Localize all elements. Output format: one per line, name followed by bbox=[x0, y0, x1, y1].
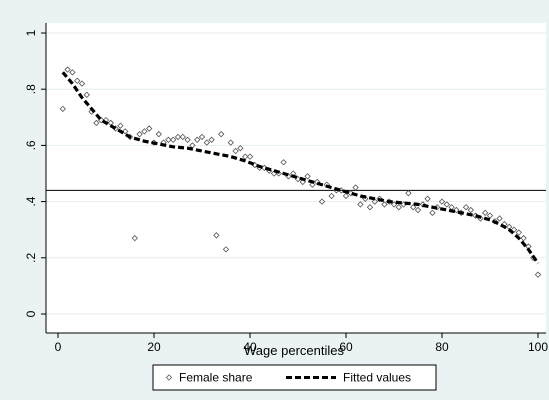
legend-marker-female-share bbox=[165, 374, 173, 381]
x-tick-label-5: 100 bbox=[528, 340, 548, 354]
data-point-30 bbox=[203, 139, 210, 146]
legend: Female share Fitted values bbox=[152, 364, 437, 391]
data-point-52 bbox=[309, 181, 316, 188]
gridlines bbox=[46, 32, 546, 315]
data-point-56 bbox=[328, 192, 335, 200]
data-point-12 bbox=[117, 122, 124, 129]
data-point-15 bbox=[131, 234, 138, 242]
data-point-7 bbox=[93, 119, 100, 127]
y-tick-label-3: .6 bbox=[24, 140, 38, 150]
data-point-29 bbox=[198, 133, 206, 141]
data-point-28 bbox=[194, 136, 201, 143]
data-point-5 bbox=[83, 91, 90, 98]
data-point-2 bbox=[69, 69, 76, 76]
data-point-67 bbox=[381, 201, 388, 208]
data-point-36 bbox=[232, 147, 239, 155]
data-point-88 bbox=[482, 209, 489, 217]
data-point-95 bbox=[515, 229, 522, 236]
data-point-65 bbox=[371, 198, 378, 205]
data-point-96 bbox=[520, 234, 527, 242]
x-tick-label-0: 0 bbox=[55, 340, 62, 354]
data-point-70 bbox=[395, 204, 402, 211]
data-point-73 bbox=[410, 204, 417, 211]
y-tick-label-1: .2 bbox=[24, 252, 38, 262]
y-tick-label-0: 0 bbox=[24, 310, 38, 317]
y-tick-label-2: .4 bbox=[24, 196, 38, 206]
data-point-16 bbox=[136, 130, 143, 138]
data-point-51 bbox=[304, 173, 311, 180]
y-tick-label-4: .8 bbox=[24, 84, 38, 94]
data-point-24 bbox=[174, 133, 182, 141]
data-point-99 bbox=[534, 271, 542, 278]
legend-label-fitted-values: Fitted values bbox=[343, 371, 411, 385]
data-point-72 bbox=[405, 190, 412, 197]
data-point-39 bbox=[246, 153, 254, 160]
data-point-37 bbox=[237, 145, 244, 152]
data-point-76 bbox=[424, 195, 431, 202]
x-tick-label-1: 20 bbox=[147, 340, 161, 354]
data-point-64 bbox=[366, 204, 374, 211]
x-axis-title: Wage percentiles bbox=[244, 343, 344, 358]
data-point-54 bbox=[318, 198, 326, 205]
data-point-75 bbox=[419, 201, 426, 208]
data-point-32 bbox=[213, 232, 220, 239]
data-point-23 bbox=[170, 136, 177, 143]
data-point-33 bbox=[218, 130, 225, 138]
data-point-82 bbox=[453, 206, 460, 214]
legend-label-female-share: Female share bbox=[179, 371, 253, 385]
data-point-62 bbox=[357, 201, 364, 208]
data-point-91 bbox=[496, 215, 503, 222]
data-point-35 bbox=[227, 139, 234, 146]
data-point-20 bbox=[155, 130, 162, 138]
x-tick-label-2: 40 bbox=[243, 340, 257, 354]
data-point-61 bbox=[352, 184, 359, 191]
data-point-74 bbox=[414, 206, 422, 214]
data-point-13 bbox=[122, 128, 129, 135]
data-point-46 bbox=[280, 159, 287, 166]
data-point-66 bbox=[376, 195, 383, 202]
axes: 0 .2 .4 .6 .8 1 0 20 40 60 80 100 bbox=[24, 23, 548, 354]
data-point-79 bbox=[438, 198, 446, 205]
data-point-34 bbox=[222, 246, 230, 253]
data-point-3 bbox=[74, 77, 81, 84]
legend-diamond bbox=[165, 374, 173, 381]
x-tick-label-4: 80 bbox=[435, 340, 449, 354]
fitted-line-group bbox=[61, 71, 540, 265]
y-tick-label-5: 1 bbox=[24, 29, 38, 36]
x-tick-label-3: 60 bbox=[339, 340, 353, 354]
data-point-18 bbox=[146, 125, 153, 132]
data-point-31 bbox=[208, 136, 215, 143]
data-point-25 bbox=[179, 133, 186, 141]
data-point-1 bbox=[64, 66, 71, 73]
fitted-line bbox=[61, 71, 540, 265]
data-point-80 bbox=[443, 201, 450, 208]
data-point-59 bbox=[342, 192, 350, 200]
data-point-26 bbox=[184, 136, 191, 143]
data-point-77 bbox=[429, 209, 436, 217]
data-point-17 bbox=[141, 128, 148, 135]
data-point-4 bbox=[78, 80, 86, 87]
data-point-22 bbox=[165, 136, 172, 143]
data-point-84 bbox=[462, 204, 470, 211]
data-point-0 bbox=[59, 105, 66, 113]
legend-box bbox=[152, 364, 437, 391]
data-point-85 bbox=[467, 206, 474, 214]
